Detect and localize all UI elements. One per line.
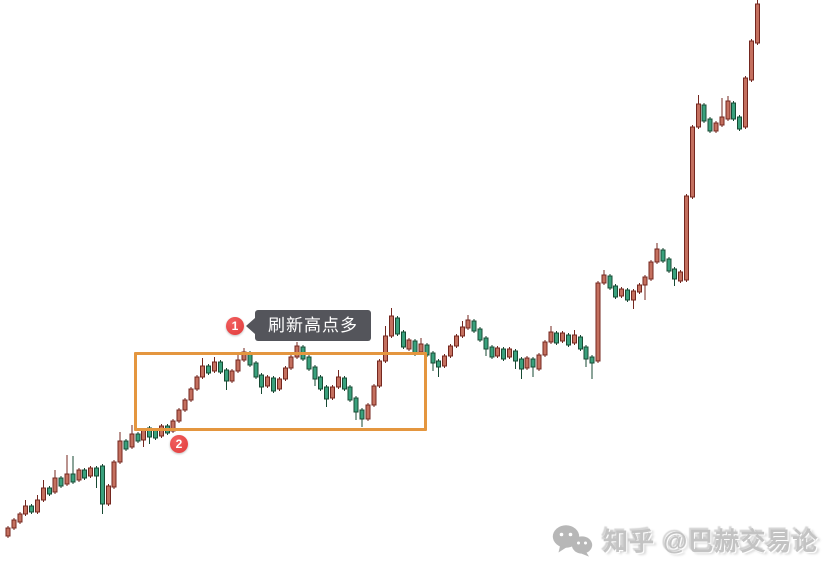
badge-2-label: 2 (175, 437, 183, 451)
annotation-badge-1: 1 (226, 317, 244, 335)
annotation-badge-2: 2 (170, 435, 188, 453)
range-box-annotation (134, 352, 427, 431)
watermark: 知乎 @巴赫交易论 (552, 522, 818, 558)
annotation-tooltip: 刷新高点多 (246, 310, 371, 341)
badge-1-label: 1 (231, 319, 239, 333)
watermark-text: 知乎 @巴赫交易论 (603, 528, 819, 556)
tooltip-label: 刷新高点多 (268, 316, 358, 335)
tooltip-arrow-left (246, 318, 255, 334)
wechat-icon (552, 524, 593, 557)
